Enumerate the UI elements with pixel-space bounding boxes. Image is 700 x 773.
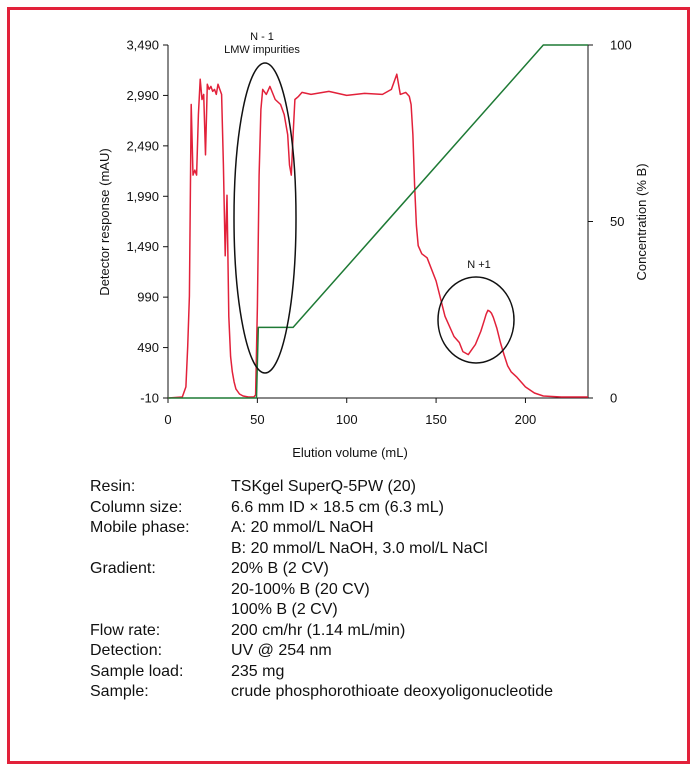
condition-row: Flow rate: 200 cm/hr (1.14 mL/min) (90, 621, 650, 642)
y-tick-label--10: -10 (140, 391, 159, 406)
condition-value: 235 mg (231, 662, 285, 680)
condition-values: UV @ 254 nm (231, 641, 650, 662)
n-plus-1-label: N +1 (467, 259, 491, 271)
condition-value: UV @ 254 nm (231, 642, 332, 659)
condition-values: 20% B (2 CV) 20-100% B (20 CV) 100% B (2 C… (231, 559, 650, 621)
lmw-impurities-label: LMW impurities (224, 44, 300, 56)
condition-label: Detection: (90, 642, 163, 659)
y-tick-label-2990: 2,990 (126, 88, 159, 103)
n-minus-1-label: N - 1 (250, 31, 274, 43)
condition-values: 200 cm/hr (1.14 mL/min) (231, 621, 650, 642)
x-tick-label-0: 0 (164, 412, 171, 427)
x-tick-label-100: 100 (336, 412, 358, 427)
run-conditions: Resin: TSKgel SuperQ-5PW (20) Column size:… (90, 477, 650, 703)
y-tick-label-3490: 3,490 (126, 38, 159, 53)
axes: 0 50 100 150 200 -10 490 990 1,490 1,990 2,490 2,99… (126, 38, 631, 428)
condition-values: 235 mg (231, 662, 650, 683)
chromatogram-chart: 0 50 100 150 200 -10 490 990 1,490 1,990 2,490 2,99… (97, 31, 649, 460)
condition-row: Column size: 6.6 mm ID × 18.5 cm (6.3 mL) (90, 498, 650, 519)
condition-row: Detection: UV @ 254 nm (90, 641, 650, 662)
series-layer (167, 44, 588, 399)
condition-row: Gradient: 20% B (2 CV) 20-100% B (20 CV) 10… (90, 559, 650, 621)
condition-values: 6.6 mm ID × 18.5 cm (6.3 mL) (231, 498, 650, 519)
y2-tick-label-0: 0 (610, 391, 617, 406)
condition-value: 100% B (2 CV) (231, 601, 338, 618)
y-axis-left-title: Detector response (mAU) (97, 148, 112, 295)
condition-value: 6.6 mm ID × 18.5 cm (6.3 mL) (231, 498, 444, 516)
condition-label: Column size: (90, 498, 183, 516)
n-plus-1-ellipse (437, 276, 515, 364)
figure-frame (7, 7, 690, 764)
condition-label: Sample: (90, 683, 149, 700)
y-tick-label-2490: 2,490 (126, 138, 159, 153)
condition-row: Mobile phase: A: 20 mmol/L NaOH B: 20 mmol… (90, 518, 650, 559)
y-tick-label-1490: 1,490 (126, 239, 159, 254)
condition-row: Resin: TSKgel SuperQ-5PW (20) (90, 477, 650, 498)
y2-tick-label-100: 100 (610, 38, 632, 53)
condition-label: Flow rate: (90, 621, 161, 639)
x-tick-label-150: 150 (425, 412, 447, 427)
n-minus-1-ellipse (233, 62, 297, 374)
condition-value: TSKgel SuperQ-5PW (20) (231, 478, 416, 495)
condition-values: A: 20 mmol/L NaOH B: 20 mmol/L NaOH, 3.0 … (231, 518, 650, 559)
condition-value: 20-100% B (20 CV) (231, 580, 370, 598)
condition-row: Sample load: 235 mg (90, 662, 650, 683)
condition-value: crude phosphorothioate deoxyoligonucleot… (231, 683, 554, 700)
detector-trace (167, 73, 588, 399)
condition-value: 200 cm/hr (1.14 mL/min) (231, 621, 406, 639)
x-axis-title: Elution volume (mL) (292, 445, 408, 460)
y2-tick-label-50: 50 (610, 214, 624, 229)
condition-value: A: 20 mmol/L NaOH (231, 519, 374, 536)
condition-label: Mobile phase: (90, 519, 190, 536)
condition-row: Sample: crude phosphorothioate deoxyoligo… (90, 682, 650, 703)
condition-label: Resin: (90, 478, 136, 495)
x-tick-label-50: 50 (250, 412, 264, 427)
condition-label: Sample load: (90, 662, 184, 680)
condition-values: TSKgel SuperQ-5PW (20) (231, 477, 650, 498)
gradient-line (168, 44, 588, 399)
y-axis-right-title: Concentration (% B) (634, 163, 649, 280)
y-tick-label-490: 490 (137, 340, 159, 355)
condition-value: 20% B (2 CV) (231, 560, 329, 577)
condition-values: crude phosphorothioate deoxyoligonucleot… (231, 682, 650, 703)
condition-value: B: 20 mmol/L NaOH, 3.0 mol/L NaCl (231, 539, 488, 557)
y-tick-label-1990: 1,990 (126, 189, 159, 204)
condition-label: Gradient: (90, 560, 156, 577)
y-tick-label-990: 990 (137, 290, 159, 305)
x-tick-label-200: 200 (515, 412, 537, 427)
